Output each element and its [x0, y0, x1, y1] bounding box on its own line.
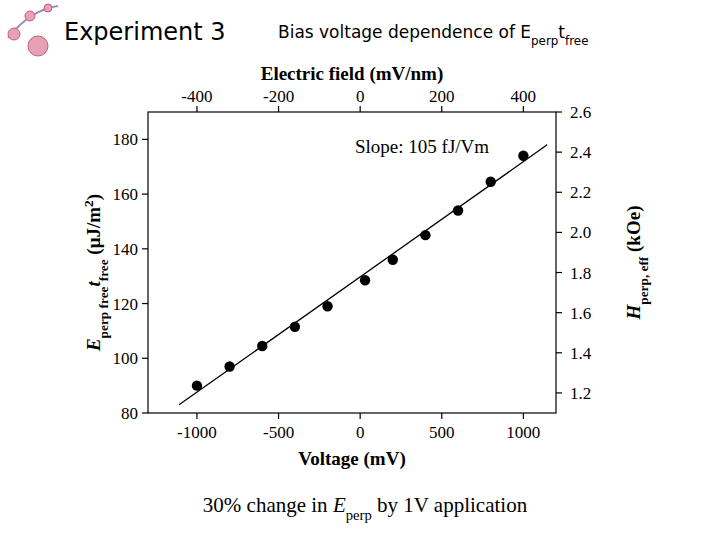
x2-tick-label: -200 — [263, 87, 294, 106]
background — [0, 0, 720, 540]
chart: Experiment 3 Bias voltage dependence of E… — [0, 0, 720, 540]
x-tick-label: 1000 — [506, 423, 540, 442]
plot-frame — [148, 112, 556, 413]
text-part: by 1V application — [372, 493, 528, 517]
text-part: perp — [346, 507, 372, 523]
logo-dot — [25, 11, 35, 21]
y2-tick-label: 1.2 — [570, 384, 591, 403]
x-tick-label: -500 — [263, 423, 294, 442]
y2-tick-label: 2.0 — [570, 223, 591, 242]
y-tick — [142, 139, 148, 140]
y-tick-label: 140 — [113, 240, 139, 259]
plot-area — [179, 145, 547, 405]
y2-tick — [556, 272, 562, 273]
caption: 30% change in Eperp by 1V application — [203, 493, 528, 523]
y-tick-label: 120 — [113, 295, 139, 314]
text-part: Bias voltage dependence of — [278, 22, 520, 42]
y2-tick — [556, 152, 562, 153]
y2-tick-label: 2.6 — [570, 103, 591, 122]
y2-label: Hperp, eff (kOe) — [623, 206, 651, 321]
x-tick — [441, 413, 442, 419]
x-tick-label: 500 — [429, 423, 455, 442]
x2-tick — [278, 106, 279, 112]
x-label: Voltage (mV) — [298, 448, 405, 470]
x2-tick-label: 400 — [511, 87, 537, 106]
x2-tick — [441, 106, 442, 112]
y2-tick-label: 2.4 — [570, 143, 592, 162]
text-part: (μJ/m — [83, 207, 105, 260]
y-tick — [142, 303, 148, 304]
x2-tick — [196, 106, 197, 112]
text-part: perp — [531, 34, 558, 48]
text-part: (kOe) — [623, 206, 645, 257]
x-tick — [523, 413, 524, 419]
text-part: H — [623, 303, 644, 320]
x-tick — [196, 413, 197, 419]
y-tick-label: 80 — [121, 404, 138, 423]
text-part: E — [332, 493, 346, 517]
y-tick-label: 100 — [113, 349, 139, 368]
y2-tick — [556, 111, 562, 112]
text-part: E — [520, 22, 531, 42]
y-tick — [142, 193, 148, 194]
y2-tick-label: 1.8 — [570, 264, 591, 283]
text-part: 30% change in — [203, 493, 333, 517]
y2-tick-label: 2.2 — [570, 183, 591, 202]
text-part: ) — [83, 194, 105, 200]
y2-tick — [556, 352, 562, 353]
x-tick — [360, 413, 361, 419]
y-tick — [142, 412, 148, 413]
x-tick-label: 0 — [356, 423, 365, 442]
annotation: Slope: 105 fJ/Vm — [355, 136, 489, 157]
y-label: Eperp freetfree (μJ/m2) — [81, 194, 111, 352]
title: Bias voltage dependence of Eperptfree — [278, 22, 588, 48]
y2-tick — [556, 232, 562, 233]
page-title: Experiment 3 — [64, 18, 226, 46]
x2-tick-label: 0 — [356, 87, 365, 106]
x2-tick-label: 200 — [429, 87, 455, 106]
y2-tick-label: 1.4 — [570, 344, 592, 363]
y2-tick — [556, 192, 562, 193]
y2-tick — [556, 392, 562, 393]
y-tick-label: 180 — [113, 130, 139, 149]
logo-dot — [44, 4, 52, 12]
y2-tick — [556, 312, 562, 313]
x2-tick — [523, 106, 524, 112]
text-part: perp, eff — [636, 256, 651, 305]
text-part: free — [565, 34, 588, 48]
x-tick — [278, 413, 279, 419]
logo — [8, 4, 58, 56]
logo-dot — [8, 28, 20, 40]
x2-tick — [360, 106, 361, 112]
text-part: free — [96, 259, 111, 281]
x2-label: Electric field (mV/nm) — [261, 63, 444, 85]
y-tick — [142, 358, 148, 359]
y-tick-label: 160 — [113, 185, 139, 204]
text-part: perp free — [96, 286, 111, 338]
y-tick — [142, 248, 148, 249]
x-tick-label: -1000 — [177, 423, 217, 442]
y2-tick-label: 1.6 — [570, 304, 591, 323]
x2-tick-label: -400 — [181, 87, 212, 106]
fit-line — [179, 145, 547, 405]
logo-dot — [28, 36, 48, 56]
text-part: E — [83, 338, 104, 352]
